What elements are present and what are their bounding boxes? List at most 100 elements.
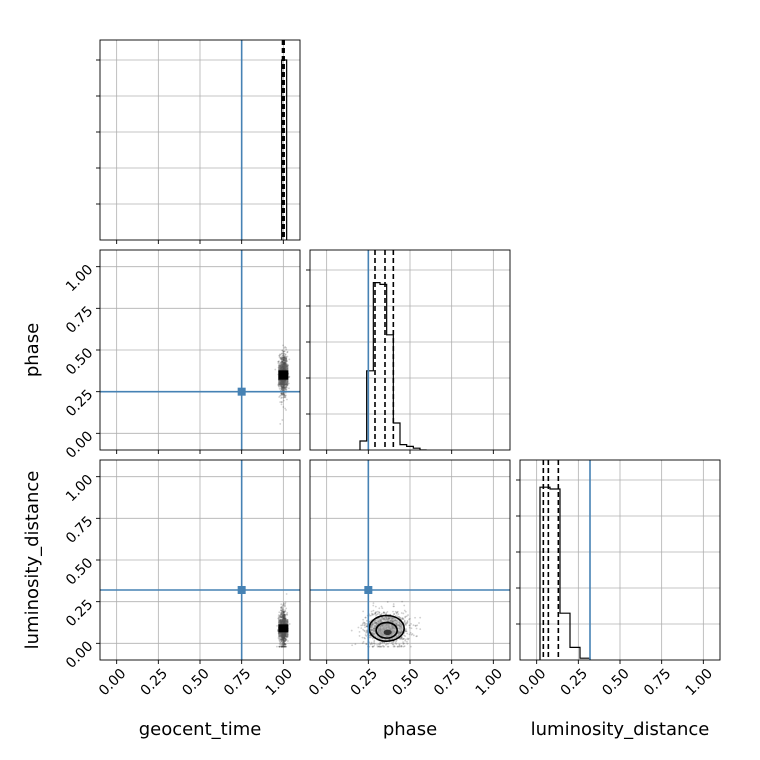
sample-point [279,357,282,360]
sample-point [379,642,382,645]
sample-point [283,617,286,620]
sample-point [277,617,280,620]
sample-point [377,645,380,648]
sample-point [283,396,286,399]
sample-point [280,638,283,640]
sample-point [382,611,385,614]
sample-point [365,622,367,625]
sample-point [380,616,383,619]
sample-point [414,624,417,627]
sample-point [282,386,285,389]
sample-point [285,359,288,362]
sample-point [281,349,284,352]
sample-point [280,616,283,619]
histogram-step [539,486,591,660]
sample-point [281,361,283,364]
sample-point [375,624,377,627]
sample-point [282,642,284,644]
sample-point [374,619,377,622]
sample-point [399,623,402,625]
sample-point [283,357,285,360]
sample-point [282,617,285,619]
sample-point [399,631,402,634]
sample-point [282,613,285,616]
sample-point [371,631,373,634]
sample-point [278,645,281,648]
sample-point [281,419,284,421]
sample-point [282,612,285,615]
sample-point [284,639,287,642]
sample-point [276,625,278,627]
sample-point [387,617,390,620]
sample-point [282,616,284,619]
sample-point [374,635,377,638]
sample-point [278,354,281,357]
sample-point [288,623,291,625]
sample-point [285,358,288,360]
sample-point [372,604,375,607]
sample-point [278,360,280,363]
sample-point [284,395,287,398]
sample-point [401,638,404,641]
sample-point [281,606,284,609]
sample-point [373,622,376,624]
sample-point [284,638,287,640]
sample-point [283,358,286,361]
sample-point [399,627,401,629]
sample-point [370,629,373,631]
sample-point [277,637,280,639]
sample-point [383,611,385,614]
density-peak [278,370,289,380]
sample-point [397,616,400,618]
y-tick-label: 0.25 [63,597,96,630]
sample-point [403,634,406,637]
sample-point [282,643,285,646]
sample-point [281,608,284,611]
sample-point [398,625,401,628]
sample-point [283,611,285,613]
sample-point [378,611,381,614]
sample-point [281,611,283,614]
sample-point [283,613,286,616]
sample-point [280,613,283,616]
sample-point [281,639,284,641]
sample-point [281,615,284,618]
sample-point [282,354,285,357]
sample-point [387,618,390,620]
sample-point [283,361,286,364]
sample-point [397,613,400,616]
sample-point [370,624,373,627]
sample-point [280,614,283,617]
sample-point [360,624,363,627]
sample-point [285,386,288,388]
sample-point [408,624,411,627]
sample-point [374,622,376,624]
sample-point [283,639,286,642]
sample-point [284,645,287,648]
x-tick-label: 0.50 [389,666,422,699]
sample-point [365,643,368,645]
sample-point [373,629,376,632]
sample-point [282,617,285,620]
sample-point [281,393,283,396]
sample-point [284,637,287,640]
sample-point [388,617,391,620]
sample-point [401,618,404,620]
sample-point [404,629,407,632]
x-tick-label: 1.00 [473,666,506,699]
sample-point [281,356,284,359]
sample-point [280,612,283,614]
sample-point [284,353,287,356]
sample-point [282,359,285,361]
sample-point [377,636,379,639]
sample-point [280,611,282,614]
sample-point [281,645,283,648]
sample-point [279,615,282,618]
sample-point [284,604,286,607]
sample-point [282,354,284,357]
sample-point [282,612,285,615]
sample-point [284,360,287,363]
sample-point [277,617,280,620]
sample-point [283,362,286,365]
sample-point [391,620,394,623]
